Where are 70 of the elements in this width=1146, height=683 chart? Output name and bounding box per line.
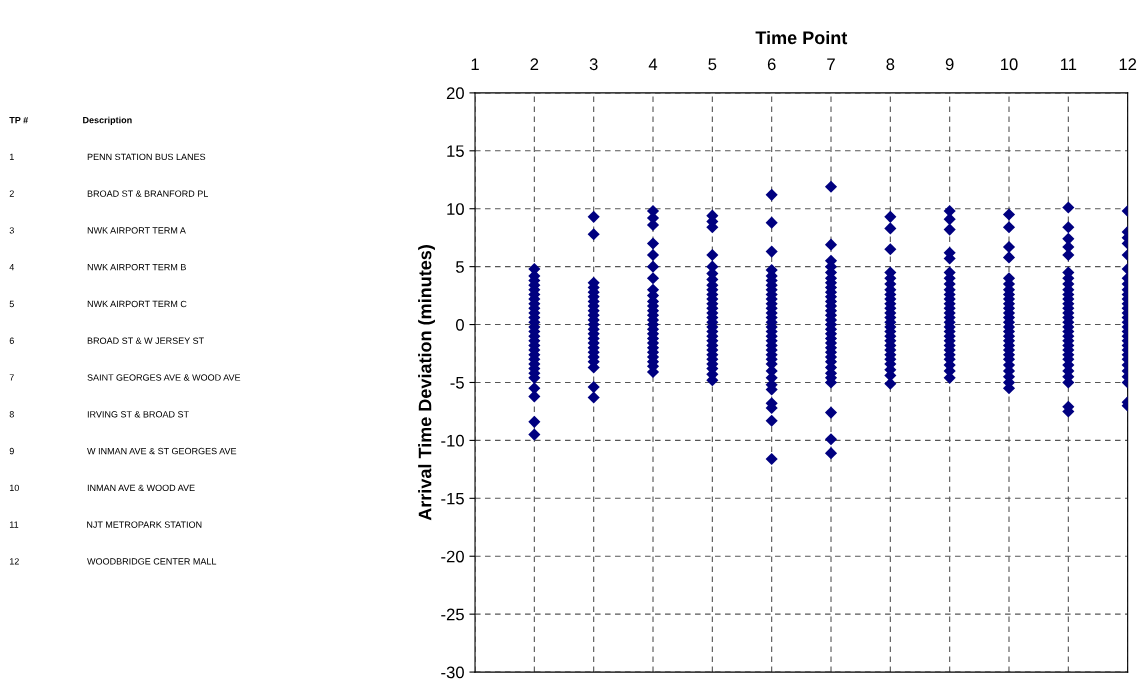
x-tick-label: 11	[1060, 58, 1077, 70]
text: Description	[83, 116, 132, 126]
x-tick-label: 7	[827, 58, 835, 70]
x-tick-label: 12	[1119, 58, 1137, 70]
point	[646, 272, 660, 285]
text: 12 WOODBRIDGE CENTER MALL	[9, 558, 217, 565]
y-tick-label: 15	[447, 145, 464, 158]
point	[824, 406, 838, 419]
text: 9 W INMAN AVE & ST GEORGES AVE	[9, 447, 237, 455]
text: 4 NWK AIRPORT TERM B	[9, 263, 186, 271]
x-tick-label: 9	[945, 58, 954, 71]
text: 11 NJT METROPARK STATION	[9, 521, 202, 528]
x-tick-label: 6	[767, 58, 776, 71]
text: 8 IRVING ST & BROAD ST	[9, 411, 189, 418]
text: 2 BROAD ST & BRANFORD PL	[9, 190, 208, 197]
point	[587, 228, 600, 241]
y-tick-label: -15	[441, 492, 464, 505]
y-tick-label: -20	[441, 550, 464, 563]
point	[1002, 240, 1016, 254]
y-tick-label: 5	[456, 261, 464, 273]
x-tick-label: 4	[648, 58, 658, 70]
point	[646, 249, 660, 262]
point	[1062, 221, 1075, 234]
point	[824, 238, 838, 251]
point	[587, 391, 600, 404]
text: TP #	[9, 116, 29, 124]
text: 10 INMAN AVE & WOOD AVE	[9, 484, 195, 492]
y-tick-label: 10	[447, 203, 464, 215]
text: 5 NWK AIRPORT TERM C	[9, 300, 187, 308]
point	[706, 249, 719, 262]
y-tick-label: 0	[455, 318, 464, 331]
x-tick-label: 10	[1001, 58, 1018, 71]
point	[1002, 221, 1016, 234]
point	[646, 237, 660, 250]
text: 7 SAINT GEORGES AVE & WOOD AVE	[9, 374, 241, 381]
x-axis-title: Time Point	[755, 30, 848, 45]
point	[646, 260, 660, 273]
x-tick-label: 1	[471, 58, 479, 70]
x-tick-label: 5	[708, 58, 717, 71]
point	[884, 222, 897, 235]
text: 1 PENN STATION BUS LANES	[9, 153, 206, 161]
y-tick-label: 20	[446, 87, 464, 100]
y-tick-label: -5	[450, 377, 464, 389]
y-axis-title: Arrival Time Deviation (minutes)	[418, 245, 435, 521]
x-tick-label: 8	[886, 58, 895, 71]
point	[884, 243, 897, 256]
point	[765, 245, 778, 258]
point	[824, 447, 838, 460]
point	[1002, 251, 1016, 264]
point	[765, 188, 778, 201]
point	[765, 414, 778, 427]
point	[1002, 208, 1016, 221]
point	[824, 180, 838, 193]
point	[765, 452, 778, 465]
point	[587, 210, 600, 223]
text: 6 BROAD ST & W JERSEY ST	[9, 337, 204, 344]
y-tick-label: -25	[441, 608, 464, 621]
x-tick-label: 3	[589, 58, 598, 71]
point	[765, 216, 778, 229]
x-tick-label: 2	[530, 58, 539, 70]
text: 3 NWK AIRPORT TERM A	[9, 227, 186, 234]
point	[884, 210, 897, 223]
y-tick-label: -10	[441, 434, 464, 447]
point	[528, 428, 541, 441]
point	[1062, 201, 1075, 214]
point	[587, 381, 600, 394]
point	[528, 415, 541, 428]
point	[824, 433, 838, 446]
y-tick-label: -30	[441, 666, 464, 679]
point	[943, 223, 956, 236]
